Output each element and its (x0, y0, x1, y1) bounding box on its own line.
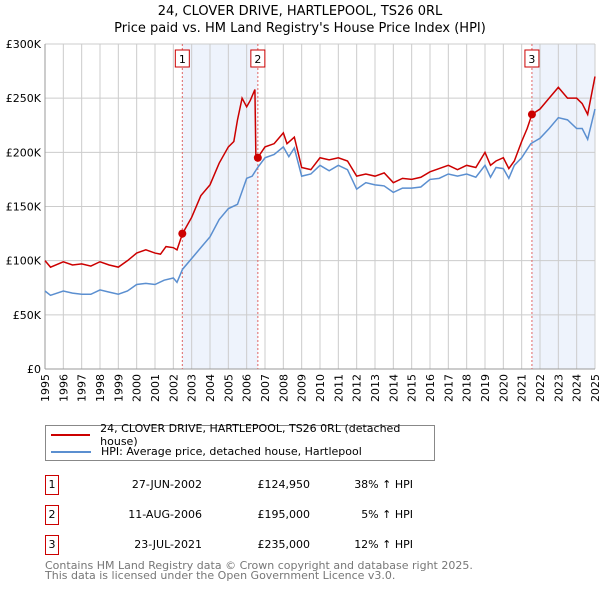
series-line-property (44, 76, 596, 269)
y-tick-label: £150K (6, 201, 42, 214)
x-tick-label: 2020 (497, 374, 510, 402)
legend: 24, CLOVER DRIVE, HARTLEPOOL, TS26 0RL (… (45, 422, 435, 461)
transaction-price: £124,950 (257, 478, 311, 491)
chart-title: 24, CLOVER DRIVE, HARTLEPOOL, TS26 0RL (157, 4, 443, 19)
x-tick-label: 2014 (387, 374, 400, 402)
sale-marker-box (174, 49, 190, 68)
x-tick-label: 2025 (589, 374, 600, 402)
x-tick-label: 2016 (424, 374, 437, 402)
transaction-price: £195,000 (257, 508, 311, 521)
footer-copyright: Contains HM Land Registry data © Crown c… (45, 559, 473, 572)
x-tick-label: 2022 (534, 374, 547, 402)
transaction-date: 11-AUG-2006 (128, 508, 202, 521)
y-tick-label: £200K (6, 146, 42, 159)
transaction-date: 27-JUN-2002 (131, 478, 202, 491)
x-tick-label: 2012 (351, 374, 364, 402)
y-tick-label: £0 (27, 363, 41, 376)
y-tick-label: £300K (6, 38, 42, 51)
x-tick-label: 1997 (76, 374, 89, 402)
footer-licence: This data is licensed under the Open Gov… (45, 569, 396, 582)
transaction-number: 2 (45, 505, 59, 525)
x-tick-label: 2007 (259, 374, 272, 402)
sale-point (178, 229, 187, 238)
x-tick-label: 2009 (296, 374, 309, 402)
x-tick-label: 1995 (39, 374, 52, 402)
transaction-hpi: 5% ↑ HPI (361, 508, 413, 521)
sale-marker-label: 2 (254, 53, 261, 66)
x-tick-label: 2008 (277, 374, 290, 402)
sale-marker-box (524, 49, 540, 68)
transaction-row: 3 23-JUL-2021 £235,000 12% ↑ HPI (45, 535, 445, 555)
series-line-hpi (44, 108, 596, 297)
sale-point (253, 153, 262, 162)
x-tick-label: 2021 (516, 374, 529, 402)
x-tick-label: 1999 (112, 374, 125, 402)
sale-marker-label: 1 (179, 53, 186, 66)
transaction-price: £235,000 (257, 538, 311, 551)
x-tick-label: 2013 (369, 374, 382, 402)
x-tick-label: 2003 (186, 374, 199, 402)
sale-point (527, 110, 536, 119)
sale-marker-box (250, 49, 266, 68)
y-tick-label: £250K (6, 92, 42, 105)
x-tick-label: 2019 (479, 374, 492, 402)
x-tick-label: 2017 (442, 374, 455, 402)
legend-label: 24, CLOVER DRIVE, HARTLEPOOL, TS26 0RL (… (100, 421, 401, 448)
x-tick-label: 2002 (167, 374, 180, 402)
x-tick-label: 1996 (57, 374, 70, 402)
x-tick-label: 2023 (552, 374, 565, 402)
legend-swatch (51, 450, 91, 453)
legend-label: HPI: Average price, detached house, Hart… (101, 445, 362, 458)
price-chart: 1995 1996 1997 1998 1999 2000 2001 2002 2003 2004… (6, 38, 600, 402)
legend-swatch (51, 433, 91, 436)
transaction-number: 1 (45, 475, 59, 495)
transaction-hpi: 12% ↑ HPI (354, 538, 413, 551)
y-tick-label: £50K (13, 309, 42, 322)
legend-item-property: 24, CLOVER DRIVE, HARTLEPOOL, TS26 0RL (… (51, 422, 434, 448)
x-tick-label: 2010 (314, 374, 327, 402)
x-tick-label: 2005 (222, 374, 235, 402)
x-tick-label: 2000 (131, 374, 144, 402)
x-tick-label: 2024 (571, 374, 584, 402)
transaction-date: 23-JUL-2021 (134, 538, 202, 551)
x-tick-label: 2011 (332, 374, 345, 402)
x-tick-label: 2006 (241, 374, 254, 402)
transaction-row: 1 27-JUN-2002 £124,950 38% ↑ HPI (45, 475, 445, 495)
y-tick-label: £100K (6, 255, 42, 268)
legend-item-hpi: HPI: Average price, detached house, Hart… (51, 443, 362, 460)
transaction-row: 2 11-AUG-2006 £195,000 5% ↑ HPI (45, 505, 445, 525)
x-tick-label: 2001 (149, 374, 162, 402)
sale-marker-label: 3 (528, 53, 535, 66)
transaction-number: 3 (45, 535, 59, 555)
x-tick-label: 1998 (94, 374, 107, 402)
transaction-hpi: 38% ↑ HPI (354, 478, 413, 491)
x-tick-label: 2018 (461, 374, 474, 402)
x-tick-label: 2015 (406, 374, 419, 402)
x-tick-label: 2004 (204, 374, 217, 402)
chart-subtitle: Price paid vs. HM Land Registry's House … (114, 21, 486, 36)
